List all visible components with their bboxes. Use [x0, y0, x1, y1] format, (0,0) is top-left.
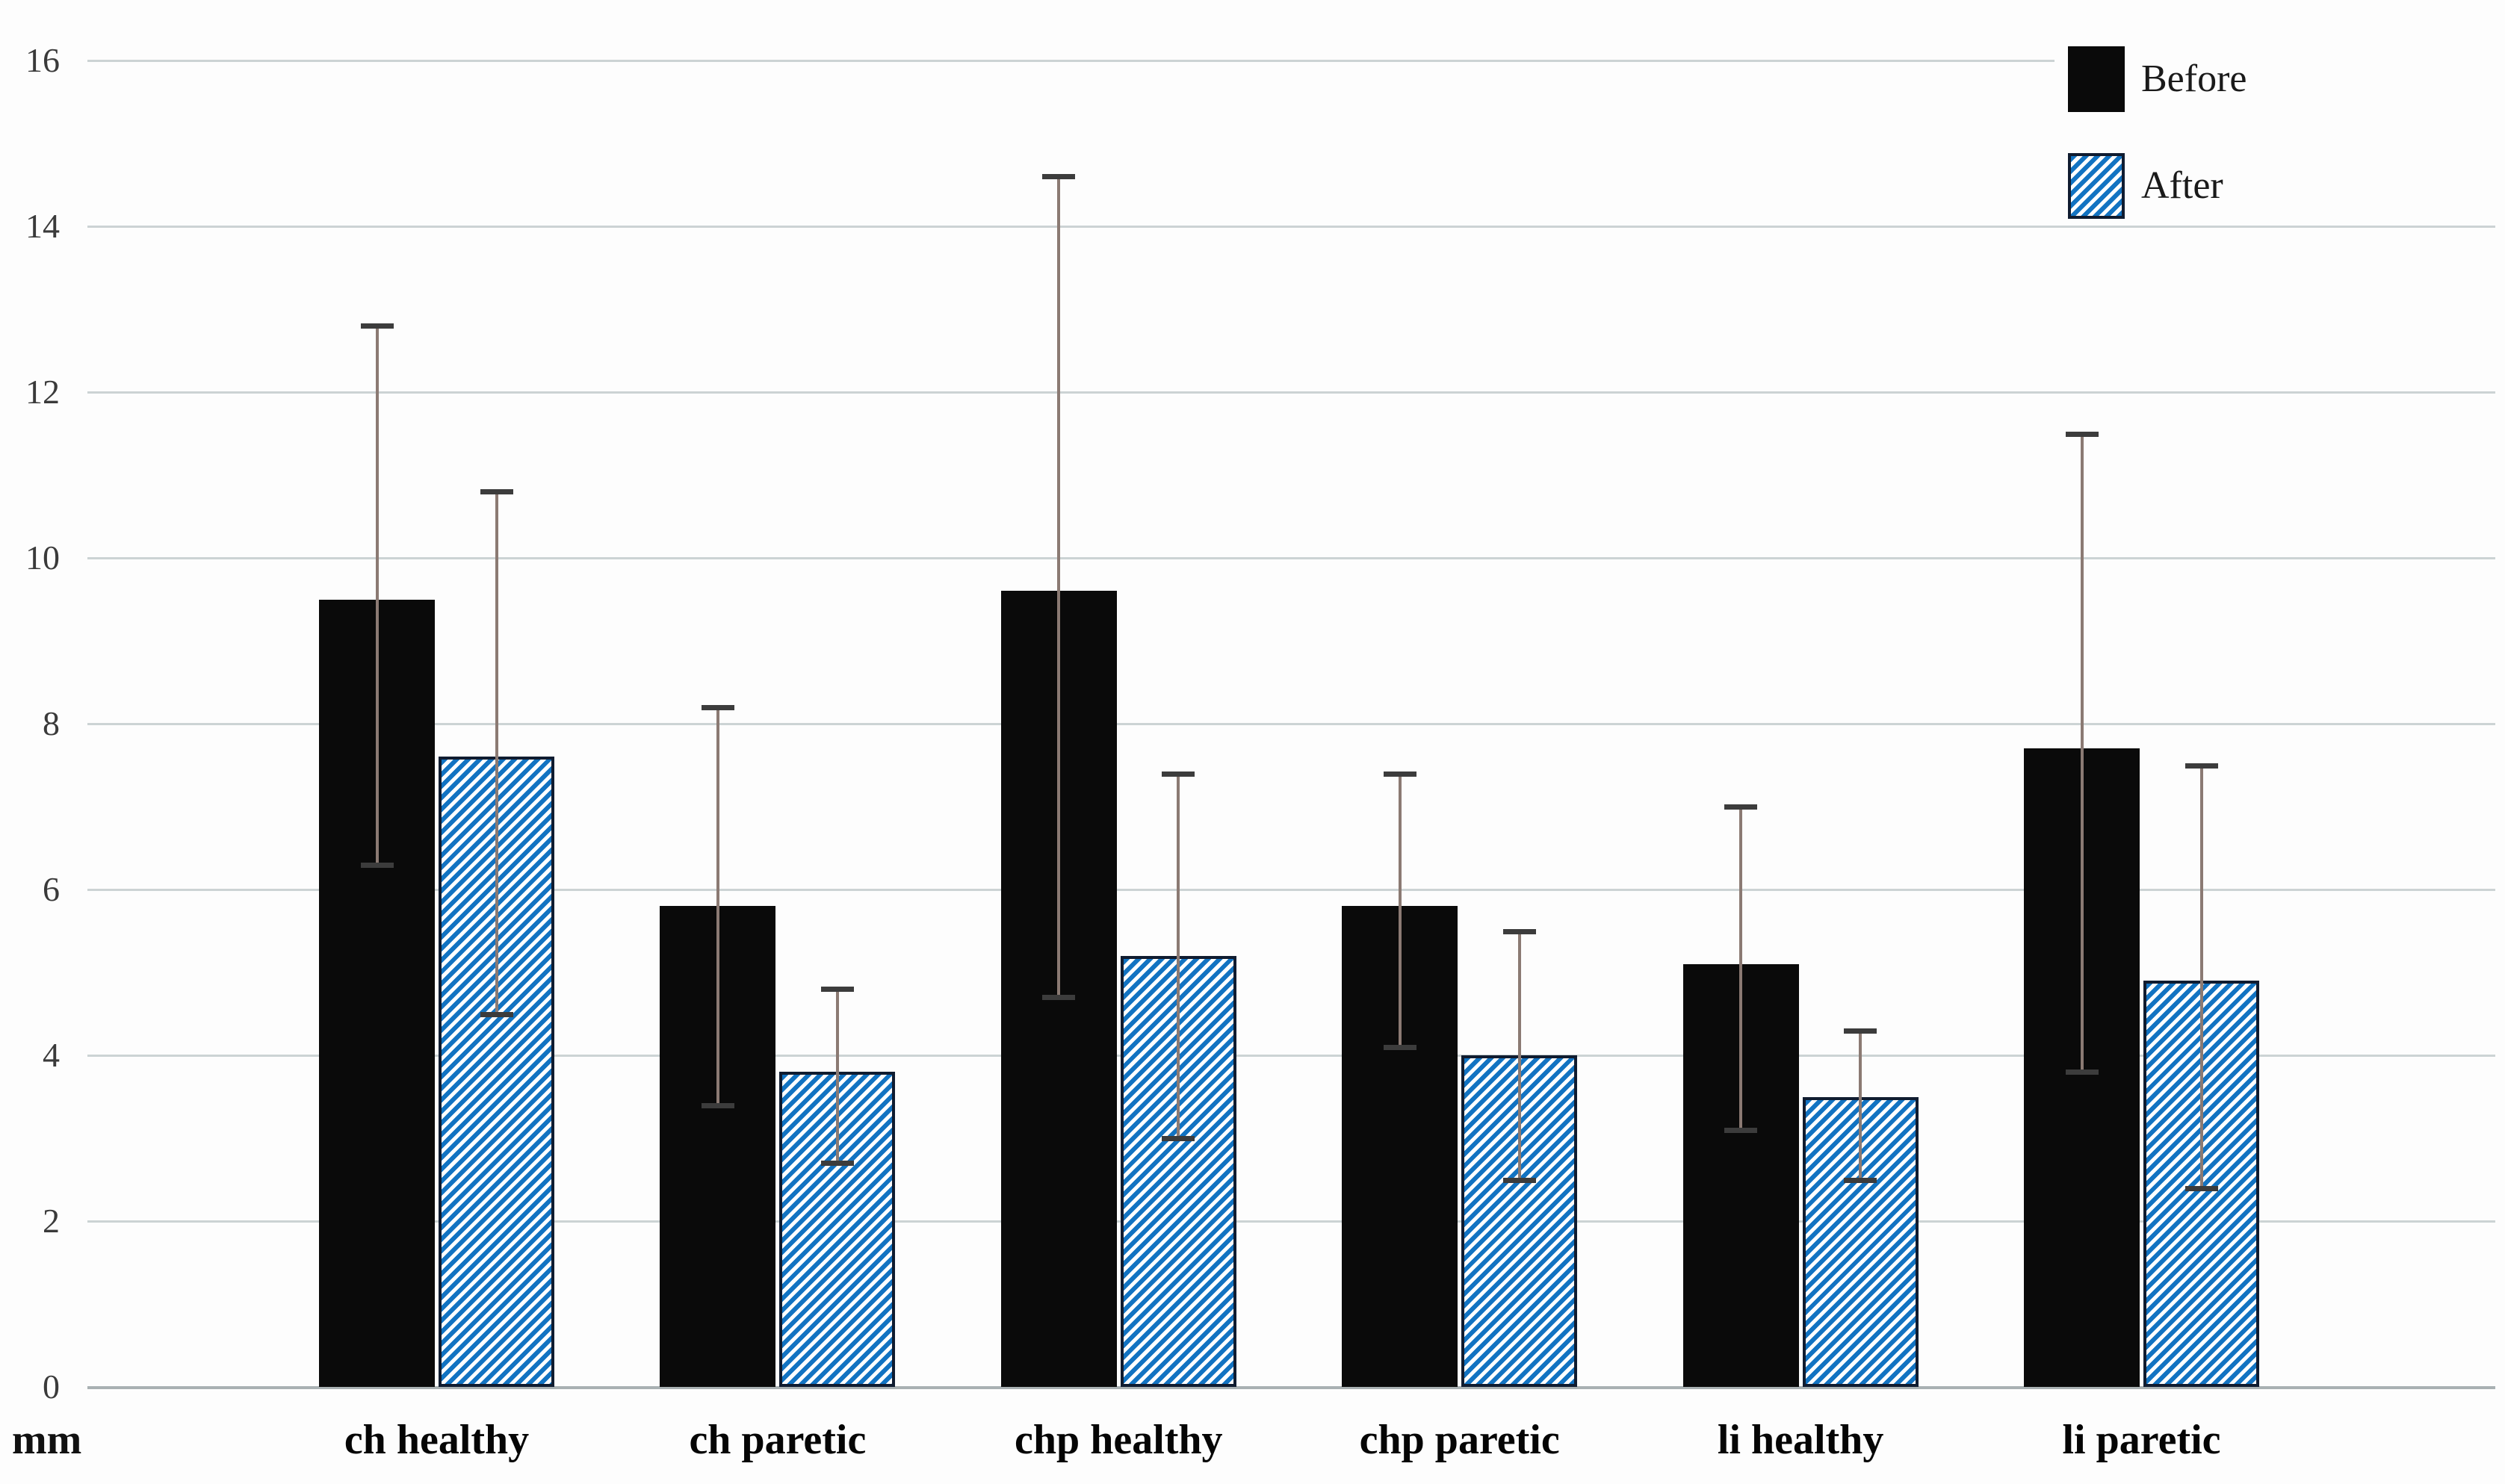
error-cap-bottom-before-ch-paretic: [701, 1102, 734, 1108]
y-tick-label-10: 10: [25, 538, 60, 577]
error-cap-bottom-before-ch-healthy: [360, 862, 394, 868]
error-cap-bottom-after-li-paretic: [2184, 1185, 2218, 1191]
y-tick-label-0: 0: [43, 1367, 60, 1406]
error-cap-top-before-chp-paretic: [1383, 771, 1416, 777]
error-cap-bottom-after-li-healthy: [1844, 1177, 1877, 1183]
y-tick-label-2: 2: [43, 1202, 60, 1240]
legend-label-after: After: [2141, 164, 2223, 207]
x-category-label-ch-healthy: ch healthy: [344, 1417, 530, 1463]
legend-row-after: After: [2068, 153, 2247, 219]
error-cap-top-before-ch-paretic: [701, 704, 734, 710]
error-cap-top-after-chp-paretic: [1502, 928, 1536, 934]
error-bar-before-chp-paretic: [1398, 773, 1402, 1047]
error-bar-after-ch-healthy: [495, 491, 498, 1014]
y-tick-label-16: 16: [25, 41, 60, 79]
error-cap-top-after-ch-paretic: [820, 987, 854, 993]
error-bar-after-li-healthy: [1859, 1030, 1863, 1180]
error-cap-top-after-ch-healthy: [480, 489, 513, 495]
error-cap-bottom-after-ch-healthy: [480, 1011, 513, 1017]
error-cap-bottom-before-li-paretic: [2065, 1069, 2099, 1075]
error-bar-after-ch-paretic: [835, 989, 839, 1164]
y-tick-label-12: 12: [25, 373, 60, 411]
x-axis-baseline: [87, 1386, 2495, 1389]
gridline-8: [87, 723, 2495, 725]
gridline-6: [87, 889, 2495, 891]
error-cap-top-before-ch-healthy: [360, 323, 394, 329]
y-tick-label-6: 6: [43, 870, 60, 908]
error-cap-bottom-before-li-healthy: [1724, 1127, 1758, 1133]
error-bar-after-chp-paretic: [1517, 931, 1521, 1180]
error-cap-top-before-li-healthy: [1724, 804, 1758, 810]
legend: Before After: [2062, 43, 2255, 222]
error-bar-before-chp-healthy: [1057, 176, 1061, 998]
error-bar-before-ch-paretic: [716, 707, 719, 1105]
legend-swatch-after-icon: [2068, 153, 2125, 219]
error-cap-bottom-before-chp-paretic: [1383, 1044, 1416, 1050]
gridline-2: [87, 1220, 2495, 1223]
legend-swatch-before-icon: [2068, 46, 2125, 112]
x-category-label-li-paretic: li paretic: [2062, 1417, 2221, 1463]
error-bar-after-li-paretic: [2199, 765, 2203, 1188]
gridline-10: [87, 557, 2495, 559]
x-category-label-li-healthy: li healthy: [1717, 1417, 1884, 1463]
legend-row-before: Before: [2068, 46, 2247, 112]
error-bar-before-li-healthy: [1739, 807, 1743, 1130]
gridline-14: [87, 226, 2495, 228]
y-tick-label-14: 14: [25, 207, 60, 245]
error-bar-before-ch-healthy: [375, 326, 379, 865]
gridline-4: [87, 1055, 2495, 1057]
error-cap-bottom-after-ch-paretic: [820, 1161, 854, 1167]
error-bar-after-chp-healthy: [1177, 773, 1180, 1138]
error-cap-bottom-before-chp-healthy: [1042, 995, 1076, 1001]
x-category-label-chp-paretic: chp paretic: [1359, 1417, 1560, 1463]
gridline-16: [87, 60, 2055, 62]
legend-label-before: Before: [2141, 58, 2247, 100]
y-tick-label-8: 8: [43, 704, 60, 742]
y-axis-unit-label: mm: [12, 1417, 82, 1463]
y-tick-label-4: 4: [43, 1036, 60, 1074]
error-cap-top-after-chp-healthy: [1162, 771, 1195, 777]
error-cap-top-after-li-healthy: [1844, 1028, 1877, 1034]
x-category-label-chp-healthy: chp healthy: [1015, 1417, 1223, 1463]
error-cap-bottom-after-chp-healthy: [1162, 1136, 1195, 1141]
error-bar-before-li-paretic: [2080, 433, 2084, 1072]
gridline-12: [87, 391, 2495, 394]
x-category-label-ch-paretic: ch paretic: [689, 1417, 867, 1463]
error-cap-top-before-chp-healthy: [1042, 174, 1076, 180]
error-cap-top-after-li-paretic: [2184, 763, 2218, 769]
error-cap-bottom-after-chp-paretic: [1502, 1177, 1536, 1183]
error-cap-top-before-li-paretic: [2065, 431, 2099, 437]
